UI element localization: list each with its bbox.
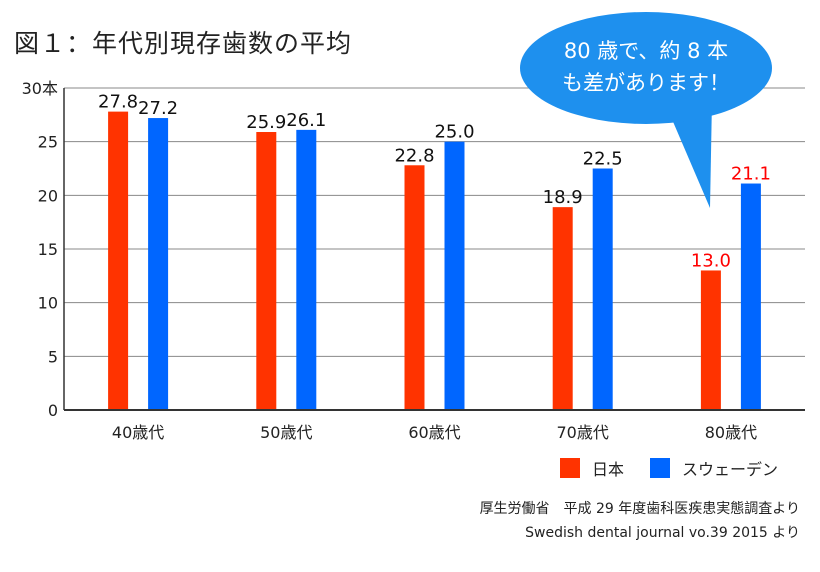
y-tick-label: 0 bbox=[48, 401, 58, 420]
source-note-1: 厚生労働省 平成 29 年度歯科医疾患実態調査より bbox=[479, 501, 800, 517]
y-tick-label: 10 bbox=[38, 294, 58, 313]
bar-sweden bbox=[740, 183, 761, 410]
data-label: 21.1 bbox=[731, 164, 771, 185]
bar-sweden bbox=[296, 129, 317, 411]
callout-bubble bbox=[520, 12, 772, 124]
data-label: 22.8 bbox=[394, 145, 434, 166]
bar-sweden bbox=[444, 141, 465, 410]
bar-japan bbox=[404, 165, 425, 410]
x-tick-label: 40歳代 bbox=[112, 423, 164, 442]
data-label: 27.8 bbox=[98, 92, 138, 113]
bar-japan bbox=[700, 270, 721, 410]
x-tick-label: 70歳代 bbox=[557, 423, 609, 442]
bar-japan bbox=[108, 111, 129, 410]
data-label: 18.9 bbox=[543, 187, 583, 208]
label-layer: 27.8 27.2 25.9 26.1 22.825.0 18.922.5 13.0 21.1 bbox=[98, 92, 771, 272]
y-tick-label: 15 bbox=[38, 240, 58, 259]
y-tick-label: 30本 bbox=[22, 79, 58, 98]
data-label: 27.2 bbox=[138, 98, 178, 119]
bar-japan bbox=[256, 132, 277, 411]
y-tick-label: 20 bbox=[38, 186, 58, 205]
bar-japan bbox=[552, 207, 573, 410]
bar-sweden bbox=[148, 118, 169, 410]
legend-item-sweden: スウェーデン bbox=[650, 456, 778, 480]
legend-swatch-japan bbox=[560, 458, 580, 478]
callout-tail bbox=[668, 100, 712, 208]
data-label: 22.5 bbox=[583, 149, 623, 170]
x-tick-label: 80歳代 bbox=[705, 423, 757, 442]
data-label: 25.0 bbox=[434, 122, 474, 143]
chart-title: 図１：年代別現存歯数の平均 bbox=[14, 29, 353, 58]
bar-sweden bbox=[592, 168, 613, 410]
callout-line1: 80 歳で、約 8 本 bbox=[564, 39, 728, 63]
data-label: 25.9 bbox=[246, 112, 286, 133]
legend-label-japan: 日本 bbox=[592, 460, 625, 479]
data-label: 26.1 bbox=[286, 110, 326, 131]
axis-layer: 0 5 10 15 20 25 30本 40歳代 50歳代 60歳代 70歳代 80歳代 bbox=[22, 79, 805, 442]
callout-line2: も差があります！ bbox=[562, 71, 730, 95]
x-tick-label: 50歳代 bbox=[260, 423, 312, 442]
y-tick-label: 5 bbox=[48, 347, 58, 366]
source-note-2: Swedish dental journal vo.39 2015 より bbox=[525, 525, 800, 541]
legend-item-japan: 日本 bbox=[560, 456, 624, 480]
callout: 80 歳で、約 8 本 も差があります！ bbox=[520, 12, 772, 208]
legend: 日本 スウェーデン bbox=[560, 456, 778, 480]
x-tick-label: 60歳代 bbox=[408, 423, 460, 442]
data-label: 13.0 bbox=[691, 250, 731, 271]
y-tick-label: 25 bbox=[38, 133, 58, 152]
legend-swatch-sweden bbox=[650, 458, 671, 478]
bar-layer bbox=[108, 111, 761, 411]
legend-label-sweden: スウェーデン bbox=[682, 460, 779, 479]
